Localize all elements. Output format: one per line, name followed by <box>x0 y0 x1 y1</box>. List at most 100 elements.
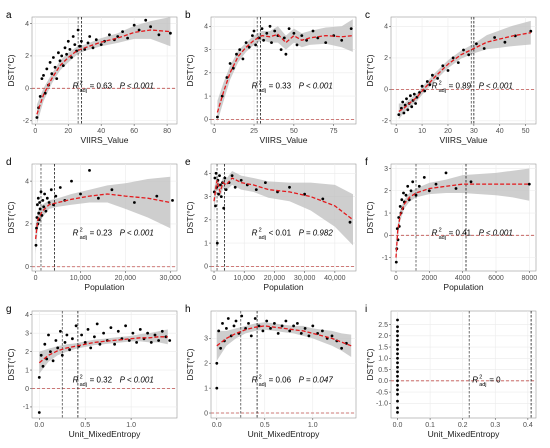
y-tick-label: 3 <box>384 166 388 173</box>
y-tick-label: 2 <box>204 217 208 224</box>
p-value: P = 0.047 <box>299 376 334 385</box>
data-point <box>43 192 46 196</box>
p-value: P < 0.001 <box>120 229 154 238</box>
data-point <box>39 190 43 194</box>
data-point <box>493 36 496 39</box>
data-point <box>153 333 157 337</box>
y-tick-label: 2.5 <box>378 322 388 329</box>
data-point <box>414 193 418 197</box>
confidence-band <box>35 176 171 254</box>
y-tick-label: -2 <box>382 118 388 125</box>
data-point <box>400 198 404 202</box>
x-tick-label: 0 <box>34 275 38 282</box>
r-subscript: adj <box>259 382 266 388</box>
data-point <box>257 324 261 328</box>
data-point <box>221 322 224 325</box>
data-point <box>396 411 399 414</box>
r-symbol: R <box>252 82 258 91</box>
data-point <box>38 95 42 98</box>
y-tick-label: 4 <box>204 24 208 31</box>
y-tick-label: -1 <box>23 404 29 411</box>
data-point <box>288 185 291 189</box>
data-point <box>349 27 353 30</box>
r2-value: < 0.01 <box>269 229 292 238</box>
data-point <box>56 346 60 350</box>
x-tick-label: 50 <box>522 128 530 135</box>
data-point <box>409 189 413 193</box>
y-tick-label: 4 <box>25 178 29 185</box>
y-tick-label: 0 <box>384 87 388 94</box>
data-point <box>217 329 221 333</box>
data-point <box>396 388 399 392</box>
y-tick-label: 1 <box>384 210 388 217</box>
data-point <box>469 180 473 184</box>
data-point <box>240 314 244 318</box>
r-superscript: 2 <box>80 375 83 381</box>
p-value: P < 0.001 <box>479 229 513 238</box>
confidence-band <box>39 329 168 374</box>
data-point <box>225 327 228 330</box>
data-point <box>423 89 427 93</box>
confidence-band <box>217 19 353 122</box>
data-point <box>467 53 471 57</box>
data-point <box>35 216 39 219</box>
data-point <box>110 188 114 192</box>
panel-letter: c <box>365 10 370 21</box>
data-point <box>307 334 311 338</box>
data-point <box>35 226 38 230</box>
x-tick-label: 10,000 <box>234 275 256 282</box>
p-value: P < 0.001 <box>120 82 154 91</box>
data-point <box>345 341 348 345</box>
data-point <box>43 342 47 346</box>
panel-letter: b <box>185 10 191 21</box>
data-point <box>225 76 229 79</box>
x-tick-label: 10,000 <box>70 275 92 282</box>
data-point <box>86 328 90 331</box>
y-tick-label: 2 <box>204 70 208 77</box>
data-point <box>137 28 141 32</box>
data-point <box>48 61 52 64</box>
y-axis-label: DST(°C) <box>185 348 195 380</box>
y-tick-label: 2 <box>384 188 388 195</box>
data-point <box>88 169 91 172</box>
x-tick-label: 10 <box>418 128 426 135</box>
data-point <box>394 260 398 264</box>
data-point <box>171 199 174 202</box>
data-point <box>97 196 100 200</box>
data-point <box>396 365 399 369</box>
data-point <box>415 95 419 99</box>
data-point <box>121 30 124 33</box>
data-point <box>396 334 399 338</box>
data-point <box>401 100 405 104</box>
data-point <box>348 220 352 224</box>
data-point <box>235 52 238 56</box>
data-point <box>98 342 102 346</box>
data-point <box>261 329 265 333</box>
r-symbol: R <box>472 376 478 385</box>
data-point <box>37 211 41 215</box>
x-axis-label: Population <box>84 282 124 292</box>
r-superscript: 2 <box>80 81 83 87</box>
data-point <box>73 43 77 46</box>
data-point <box>284 52 288 56</box>
r-symbol: R <box>73 82 79 91</box>
y-tick-label: 0 <box>25 86 29 93</box>
data-point <box>47 201 51 204</box>
panel-letter: f <box>365 157 368 168</box>
r-symbol: R <box>73 376 79 385</box>
y-tick-label: 1 <box>25 367 29 374</box>
data-point <box>253 317 257 320</box>
data-point <box>58 59 62 63</box>
data-point <box>254 188 258 192</box>
data-point <box>214 171 218 175</box>
data-point <box>303 192 306 196</box>
r-subscript: adj <box>439 88 446 94</box>
y-tick-label: 2 <box>204 361 208 368</box>
data-point <box>113 342 116 346</box>
data-point <box>70 179 73 183</box>
r2-value: = 0.23 <box>90 229 113 238</box>
x-tick-label: 50 <box>290 128 298 135</box>
x-tick-label: 40 <box>97 128 105 135</box>
x-tick-label: 0.1 <box>425 422 435 429</box>
r2-value: = 0.32 <box>90 376 113 385</box>
